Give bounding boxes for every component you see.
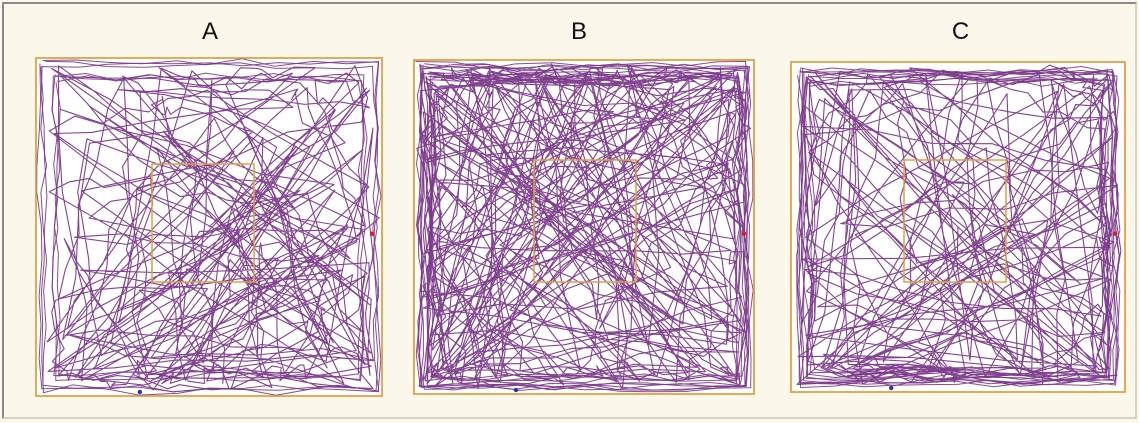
end-marker bbox=[513, 387, 519, 393]
animal-trajectory bbox=[46, 65, 380, 391]
perimeter-trajectory bbox=[36, 58, 382, 396]
trajectory-plot-b bbox=[413, 59, 755, 395]
perimeter-trajectory bbox=[796, 67, 1121, 388]
start-marker bbox=[1112, 231, 1118, 236]
perimeter-trajectory bbox=[427, 74, 742, 382]
perimeter-trajectory bbox=[53, 75, 365, 380]
arena-outer-edge bbox=[790, 61, 1126, 393]
arena-outer-edge bbox=[413, 59, 755, 395]
trajectory-plot-a bbox=[35, 57, 383, 397]
end-marker bbox=[137, 389, 142, 395]
panel-b: B bbox=[394, 18, 764, 398]
panel-label-c: C bbox=[951, 18, 970, 45]
trajectory-plot-c bbox=[790, 61, 1126, 393]
perimeter-trajectory bbox=[425, 71, 744, 384]
panel-a: A bbox=[30, 18, 390, 398]
perimeter-trajectory bbox=[51, 74, 366, 381]
center-zone-boundary bbox=[903, 159, 1007, 283]
panel-label-b: B bbox=[570, 18, 587, 45]
perimeter-trajectory bbox=[417, 63, 752, 391]
panel-c: C bbox=[788, 18, 1133, 398]
perimeter-trajectory bbox=[416, 63, 751, 391]
end-marker bbox=[889, 385, 894, 391]
center-zone-boundary bbox=[533, 159, 637, 283]
perimeter-trajectory bbox=[801, 72, 1115, 382]
panel-label-a: A bbox=[201, 18, 218, 45]
arena-outer-edge bbox=[35, 57, 383, 397]
start-marker bbox=[741, 231, 747, 236]
center-zone-boundary bbox=[151, 163, 255, 283]
start-marker bbox=[369, 231, 375, 236]
animal-trajectory bbox=[796, 64, 1122, 386]
perimeter-trajectory bbox=[796, 67, 1120, 387]
perimeter-trajectory bbox=[427, 74, 741, 381]
perimeter-trajectory bbox=[806, 77, 1109, 376]
